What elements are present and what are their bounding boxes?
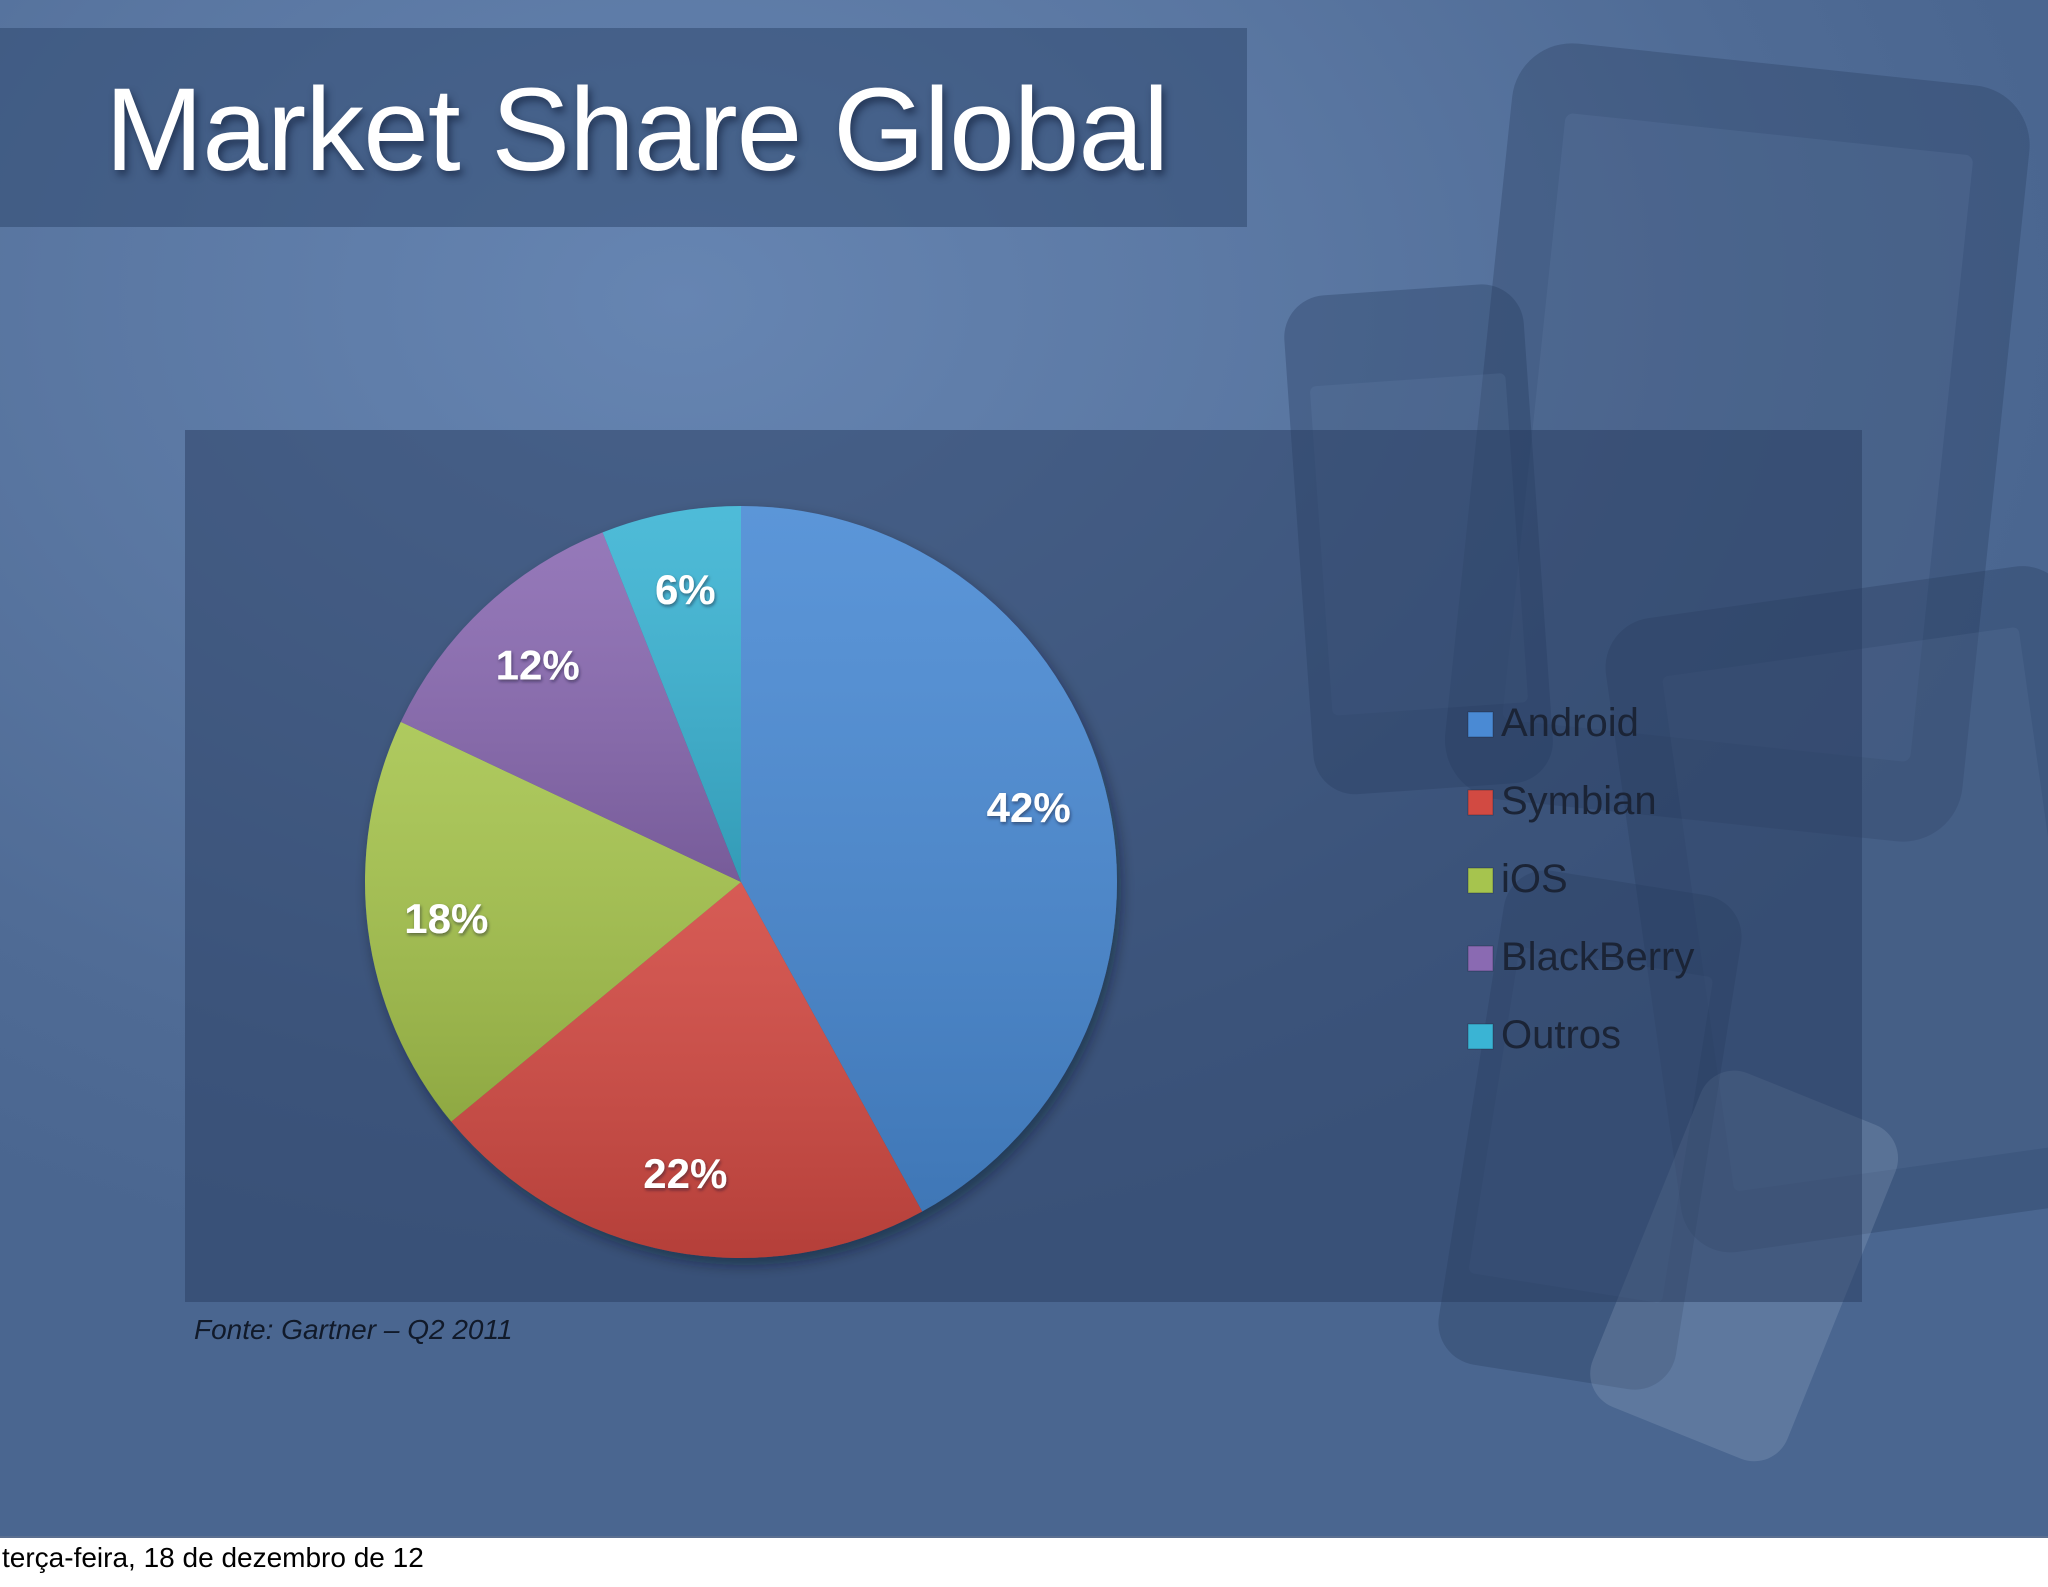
pie-slice-shade-blackberry <box>400 532 741 882</box>
source-note: Fonte: Gartner – Q2 2011 <box>194 1314 513 1345</box>
legend-label-outros: Outros <box>1501 1013 1621 1057</box>
pie-slice-shade-symbian <box>451 882 923 1258</box>
data-label-blackberry: 12% <box>496 642 580 689</box>
legend-swatch-android <box>1467 711 1494 738</box>
chart-legend: Android Symbian iOS BlackBerry Outros <box>1467 701 1694 1057</box>
pie-slice-shade-outros <box>602 506 741 882</box>
legend-swatch-outros <box>1467 1023 1494 1050</box>
legend-swatch-ios <box>1467 867 1494 894</box>
data-label-ios: 18% <box>404 895 488 942</box>
pie-slice-shade-android <box>741 506 1117 1212</box>
legend-label-android: Android <box>1501 701 1639 745</box>
pie-chart: 42% 22% 18% 12% 6% Android Symbian iOS BlackBer… <box>365 506 1694 1258</box>
pie-shading <box>365 506 1117 1258</box>
slide: Market Share Global 42% 22% 18% 12% 6% Andro… <box>0 0 2048 1538</box>
legend-label-ios: iOS <box>1501 857 1568 901</box>
legend-swatch-blackberry <box>1467 945 1494 972</box>
footer-date: terça-feira, 18 de dezembro de 12 <box>2 1542 424 1573</box>
data-label-android: 42% <box>987 784 1071 831</box>
pie-data-labels: 42% 22% 18% 12% 6% <box>404 566 1070 1197</box>
legend-label-blackberry: BlackBerry <box>1501 935 1694 979</box>
data-label-outros: 6% <box>655 566 716 613</box>
legend-swatch-symbian <box>1467 789 1494 816</box>
slide-title: Market Share Global <box>105 64 1169 196</box>
legend-label-symbian: Symbian <box>1501 779 1657 823</box>
data-label-symbian: 22% <box>643 1150 727 1197</box>
pie-slice-shade-ios <box>365 721 741 1122</box>
title-band <box>0 28 1247 227</box>
